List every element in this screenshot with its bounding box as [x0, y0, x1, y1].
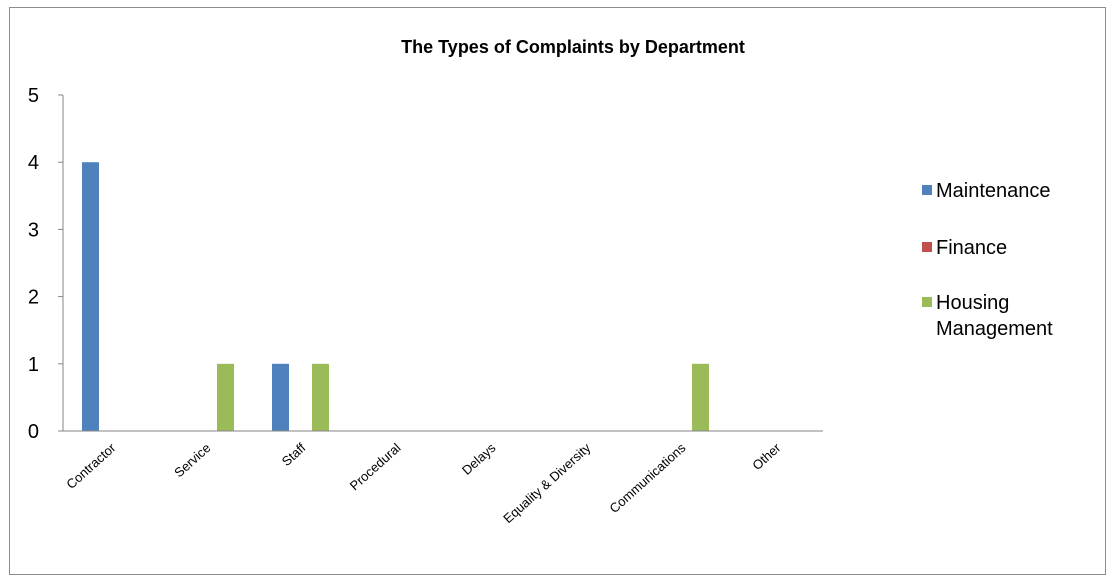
y-axis-ticks: 0 1 2 3 4 5 [28, 85, 63, 443]
legend-swatch [922, 242, 932, 252]
bar-service-housing-management [217, 363, 234, 431]
legend-label: Management [936, 318, 1053, 340]
bar-communications-housing-management [692, 363, 709, 431]
chart-frame [9, 7, 1106, 575]
axes [62, 95, 823, 432]
legend: Maintenance Finance Housing Management [922, 180, 1053, 340]
x-tick-label: Contractor [63, 440, 119, 492]
legend-label: Maintenance [936, 180, 1051, 202]
bar-contractor-maintenance [82, 162, 99, 431]
bar-staff-housing-management [312, 363, 329, 431]
x-tick-label: Equality & Diversity [500, 440, 594, 526]
y-tick-label: 3 [28, 219, 39, 241]
legend-label: Finance [936, 237, 1007, 259]
x-tick-label: Staff [279, 440, 309, 469]
x-tick-label: Other [749, 440, 784, 473]
legend-swatch [922, 185, 932, 195]
x-axis-ticks: Contractor Service Staff Procedural Delays Eq… [63, 440, 784, 527]
y-tick-label: 5 [28, 85, 39, 107]
bars-group [82, 162, 709, 431]
x-tick-label: Procedural [347, 440, 404, 493]
chart-title: The Types of Complaints by Department [401, 37, 745, 57]
y-tick-label: 4 [28, 152, 39, 174]
y-tick-label: 1 [28, 354, 39, 376]
y-tick-label: 0 [28, 421, 39, 443]
x-tick-label: Service [171, 440, 213, 480]
x-tick-label: Delays [459, 440, 499, 478]
x-tick-label: Communications [607, 440, 689, 516]
bar-staff-maintenance [272, 363, 289, 431]
y-tick-label: 2 [28, 287, 39, 309]
legend-label: Housing [936, 292, 1009, 314]
legend-swatch [922, 297, 932, 307]
